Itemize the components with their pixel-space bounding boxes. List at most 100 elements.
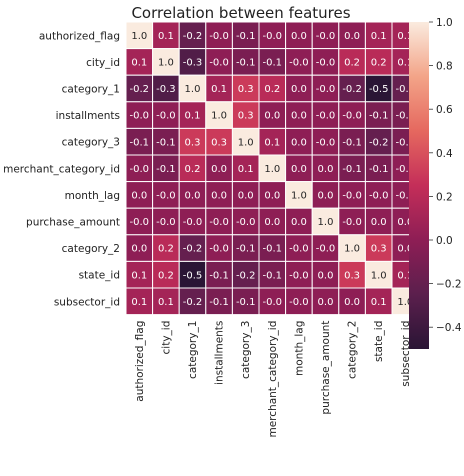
heatmap-cell-value-9-10: 0.1: [397, 270, 413, 281]
heatmap-cell-value-6-9: -0.0: [369, 191, 389, 202]
heatmap-cell-6-8: [338, 181, 366, 209]
heatmap-cell-6-4: [231, 181, 260, 209]
heatmap-cell-value-1-5: -0.1: [263, 58, 283, 69]
heatmap-cell-6-2: [178, 181, 207, 209]
heatmap-cell-value-7-10: 0.0: [397, 217, 413, 228]
heatmap-cell-value-4-1: -0.1: [156, 137, 176, 148]
heatmap-cell-value-4-4: 1.0: [238, 137, 254, 148]
heatmap-cell-value-2-0: -0.2: [130, 84, 150, 95]
heatmap-cell-value-5-7: 0.0: [318, 164, 334, 175]
heatmap-cell-6-1: [152, 181, 180, 209]
heatmap-cell-value-3-0: -0.0: [130, 111, 150, 122]
heatmap-cell-10-4: [231, 287, 260, 316]
row-label-purchase_amount: purchase_amount: [26, 217, 120, 229]
heatmap-cell-value-5-10: -0.0: [396, 164, 416, 175]
heatmap-cell-value-2-6: 0.0: [291, 84, 307, 95]
heatmap-cell-value-6-10: -0.0: [396, 191, 416, 202]
heatmap-cell-1-1: [152, 48, 180, 76]
colorbar-tick-label: 0.2: [436, 191, 453, 203]
heatmap-cell-value-6-3: 0.0: [211, 191, 227, 202]
heatmap-cell-value-9-5: -0.1: [263, 270, 283, 281]
heatmap-cell-7-7: [311, 207, 340, 236]
heatmap-cell-value-8-1: 0.2: [158, 244, 174, 255]
heatmap-cell-value-2-7: -0.0: [316, 84, 336, 95]
heatmap-cell-value-8-0: 0.0: [131, 244, 147, 255]
heatmap-cell-value-7-7: 1.0: [318, 217, 334, 228]
column-label-city_id: city_id: [160, 321, 172, 355]
heatmap-cell-value-3-1: -0.0: [156, 111, 176, 122]
heatmap-cells: 1.0 0.1 -0.2 -0.0 -0.1 -0.0 0.0 -0.0 0.0 0.1 0.1 0.…: [125, 21, 420, 316]
row-label-city_id: city_id: [86, 57, 120, 69]
heatmap-cell-value-0-8: 0.0: [344, 31, 360, 42]
heatmap-cell-7-4: [231, 207, 260, 236]
column-label-state_id: state_id: [373, 321, 385, 362]
heatmap-cell-value-0-3: -0.0: [209, 31, 229, 42]
heatmap-cell-value-1-2: -0.3: [183, 58, 203, 69]
heatmap-cell-3-4: [231, 101, 260, 129]
heatmap-cell-9-0: [125, 260, 154, 289]
heatmap-cell-value-7-0: -0.0: [130, 217, 150, 228]
heatmap-cell-10-8: [338, 287, 366, 316]
heatmap-cell-value-1-0: 0.1: [131, 58, 147, 69]
heatmap-cell-9-8: [338, 260, 366, 289]
heatmap-cell-0-5: [258, 21, 287, 50]
heatmap-cell-3-3: [205, 101, 233, 129]
heatmap-cell-8-6: [285, 234, 313, 262]
heatmap-cell-value-3-8: -0.0: [342, 111, 362, 122]
heatmap-cell-value-5-2: 0.2: [185, 164, 201, 175]
row-label-subsector_id: subsector_id: [54, 296, 120, 308]
heatmap-cell-value-10-3: -0.1: [209, 297, 229, 308]
row-label-month_lag: month_lag: [65, 190, 120, 202]
heatmap-cell-value-9-1: 0.2: [158, 270, 174, 281]
heatmap-cell-value-8-3: -0.0: [209, 244, 229, 255]
heatmap-cell-9-7: [311, 260, 340, 289]
heatmap-cell-value-10-5: -0.0: [263, 297, 283, 308]
heatmap-cell-0-7: [311, 21, 340, 50]
colorbar-tick-label: 0.6: [436, 104, 453, 116]
heatmap-cell-value-1-6: -0.0: [289, 58, 309, 69]
row-label-authorized_flag: authorized_flag: [39, 30, 120, 42]
column-label-category_1: category_1: [187, 321, 199, 379]
heatmap-cell-value-6-0: 0.0: [131, 191, 147, 202]
heatmap-cell-4-5: [258, 127, 287, 156]
heatmap-cell-7-2: [178, 207, 207, 236]
heatmap-cell-value-5-6: 0.0: [291, 164, 307, 175]
heatmap-cell-value-5-9: -0.1: [369, 164, 389, 175]
heatmap-cell-6-0: [125, 181, 154, 209]
colorbar-ticks: 1.0 0.8 0.6 0.4 0.2 0.0 −0.2 −0.4: [429, 17, 462, 334]
heatmap-cell-value-4-0: -0.1: [130, 137, 150, 148]
column-label-purchase_amount: purchase_amount: [320, 321, 332, 415]
heatmap-cell-0-0: [125, 21, 154, 50]
heatmap-cell-9-3: [205, 260, 233, 289]
heatmap-cell-value-4-2: 0.3: [185, 137, 201, 148]
heatmap-cell-value-4-7: -0.0: [316, 137, 336, 148]
heatmap-cell-value-3-3: 1.0: [211, 111, 227, 122]
heatmap-cell-value-6-4: 0.0: [238, 191, 254, 202]
heatmap-cell-value-3-5: 0.0: [264, 111, 280, 122]
row-label-category_2: category_2: [62, 243, 120, 255]
heatmap-cell-value-7-8: -0.0: [342, 217, 362, 228]
heatmap-cell-4-3: [205, 127, 233, 156]
heatmap-cell-0-9: [364, 21, 393, 50]
heatmap-cell-value-4-6: 0.0: [291, 137, 307, 148]
heatmap-cell-value-2-3: 0.1: [211, 84, 227, 95]
heatmap-cell-value-2-10: -0.2: [396, 84, 416, 95]
column-label-installments: installments: [214, 321, 226, 385]
heatmap-cell-value-10-0: 0.1: [131, 297, 147, 308]
colorbar-tick-label: 0.8: [436, 61, 453, 73]
heatmap-cell-2-6: [285, 74, 313, 103]
heatmap-cell-4-9: [364, 127, 393, 156]
heatmap-cell-value-5-8: -0.1: [342, 164, 362, 175]
colorbar: [409, 22, 429, 349]
heatmap-cell-value-1-1: 1.0: [158, 58, 174, 69]
heatmap-cell-value-7-3: -0.0: [209, 217, 229, 228]
heatmap-cell-value-0-1: 0.1: [158, 31, 174, 42]
heatmap-cell-10-2: [178, 287, 207, 316]
heatmap-cell-4-8: [338, 127, 366, 156]
heatmap-cell-value-9-3: -0.1: [209, 270, 229, 281]
heatmap-cell-value-5-0: -0.0: [130, 164, 150, 175]
heatmap-cell-value-6-2: 0.0: [185, 191, 201, 202]
colorbar-tick-label: −0.4: [436, 322, 462, 334]
heatmap-cell-value-8-5: -0.1: [263, 244, 283, 255]
heatmap-cell-value-8-9: 0.3: [371, 244, 387, 255]
